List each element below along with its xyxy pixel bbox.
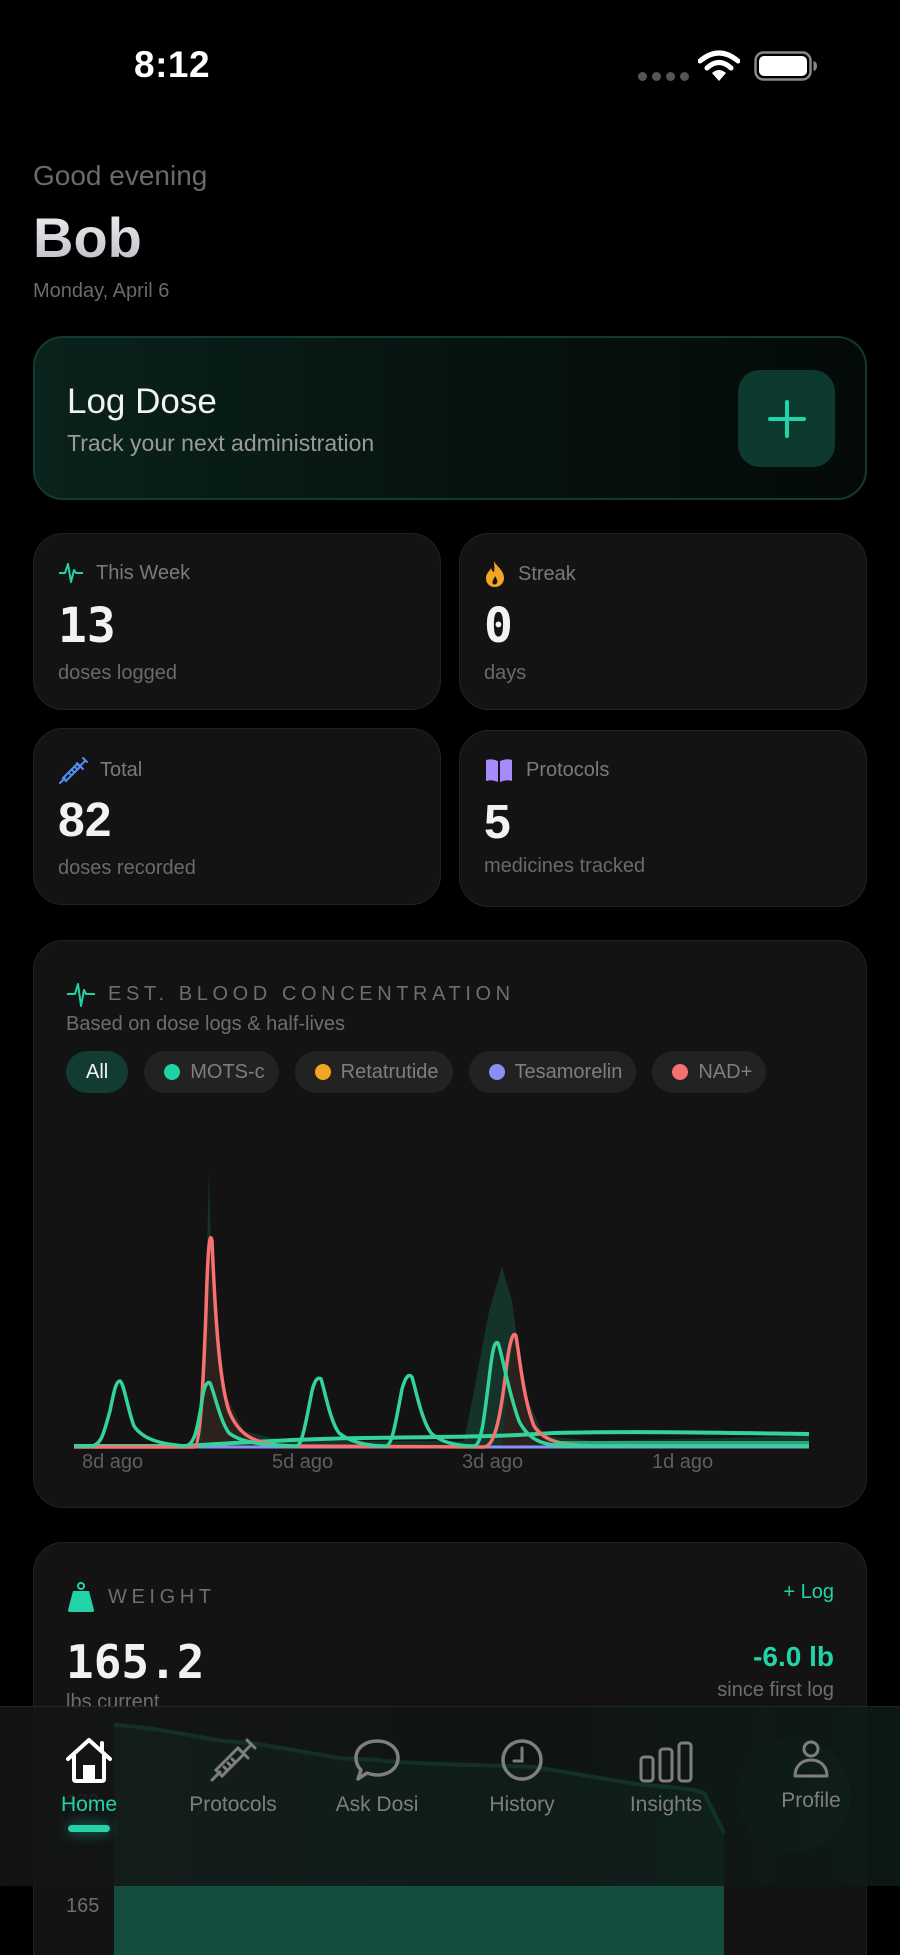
weight-title: WEIGHT	[108, 1585, 216, 1608]
active-tab-indicator	[68, 1825, 110, 1832]
chip-label: Tesamorelin	[514, 1060, 623, 1083]
legend-dot-icon	[164, 1064, 181, 1080]
nav-label: Home	[60, 1793, 118, 1816]
chip-mots-c[interactable]: MOTS-c	[144, 1051, 279, 1093]
chip-label: Retatrutide	[340, 1060, 439, 1083]
battery-icon	[754, 51, 817, 81]
nav-item-home[interactable]: Home	[19, 1731, 159, 1841]
stat-sub: days	[484, 662, 527, 684]
nav-label: Profile	[781, 1789, 841, 1812]
concentration-line-chart[interactable]	[34, 1091, 867, 1451]
chip-label: MOTS-c	[190, 1060, 265, 1083]
nav-item-history[interactable]: History	[452, 1731, 592, 1841]
nav-label: History	[489, 1793, 555, 1816]
syringe-icon	[59, 757, 88, 784]
date-text: Monday, April 6	[33, 280, 170, 302]
greeting-text: Good evening	[33, 160, 208, 191]
flame-icon	[486, 561, 504, 587]
chat-bubble-icon	[354, 1739, 400, 1781]
stat-value: 13	[58, 598, 116, 654]
legend-dot-icon	[672, 1064, 689, 1080]
pulse-icon	[59, 563, 83, 583]
stat-label: Protocols	[526, 758, 610, 781]
blood-concentration-card: EST. BLOOD CONCENTRATION Based on dose l…	[33, 940, 867, 1508]
stat-card-this-week[interactable]: This Week 13 doses logged	[33, 533, 441, 710]
wifi-icon	[698, 50, 740, 81]
weight-current-value: 165.2	[66, 1635, 205, 1689]
x-tick-label: 5d ago	[272, 1451, 334, 1473]
nav-label: Ask Dosi	[335, 1793, 419, 1816]
chart-x-axis: 8d ago 5d ago 3d ago 1d ago	[34, 1451, 866, 1481]
legend-dot-icon	[488, 1064, 505, 1080]
stat-value: 5	[484, 796, 511, 849]
stat-card-streak[interactable]: Streak 0 days	[459, 533, 867, 710]
x-tick-label: 3d ago	[462, 1451, 524, 1473]
weight-delta-label: since first log	[717, 1679, 834, 1701]
chip-retatrutide[interactable]: Retatrutide	[294, 1051, 453, 1093]
chip-label: All	[86, 1060, 109, 1083]
chip-all[interactable]: All	[66, 1051, 129, 1093]
stat-label: Total	[100, 758, 143, 781]
home-icon	[66, 1738, 112, 1783]
syringe-icon	[210, 1738, 257, 1782]
stat-value: 0	[484, 598, 513, 654]
stat-sub: doses logged	[58, 662, 177, 684]
book-icon	[486, 759, 512, 782]
stat-card-protocols[interactable]: Protocols 5 medicines tracked	[459, 730, 867, 907]
user-name: Bob	[33, 206, 142, 269]
y-tick-label: 165	[66, 1895, 100, 1917]
clock-icon	[501, 1739, 543, 1781]
medicine-filter-chips: All MOTS-c Retatrutide Tesamorelin NAD+	[66, 1051, 836, 1093]
x-tick-label: 1d ago	[652, 1451, 714, 1473]
log-dose-add-button[interactable]	[738, 370, 835, 467]
log-dose-card[interactable]: Log Dose Track your next administration	[33, 336, 867, 500]
nav-item-ask-dosi[interactable]: Ask Dosi	[307, 1731, 447, 1841]
nav-item-insights[interactable]: Insights	[596, 1731, 736, 1841]
chip-nad-plus[interactable]: NAD+	[652, 1051, 767, 1093]
weight-delta: -6.0 lb	[753, 1641, 834, 1672]
person-icon	[793, 1740, 829, 1778]
log-dose-title: Log Dose	[67, 382, 217, 421]
stat-label: This Week	[96, 561, 191, 584]
legend-dot-icon	[314, 1064, 331, 1080]
plus-icon	[767, 399, 806, 438]
nav-item-protocols[interactable]: Protocols	[163, 1731, 303, 1841]
stat-value: 82	[58, 794, 112, 847]
chart-subtitle: Based on dose logs & half-lives	[66, 1013, 346, 1035]
nav-label: Protocols	[189, 1793, 277, 1816]
weight-icon	[68, 1582, 94, 1612]
stat-sub: doses recorded	[58, 857, 196, 879]
nav-label: Insights	[629, 1793, 703, 1816]
log-dose-subtitle: Track your next administration	[67, 430, 375, 456]
nav-item-profile[interactable]: Profile	[741, 1727, 881, 1837]
stat-label: Streak	[518, 562, 576, 585]
bar-chart-icon	[639, 1741, 693, 1783]
status-bar: 8:12	[0, 0, 900, 120]
x-tick-label: 8d ago	[82, 1451, 144, 1473]
chip-label: NAD+	[698, 1060, 753, 1083]
stat-card-total[interactable]: Total 82 doses recorded	[33, 728, 441, 905]
stat-sub: medicines tracked	[484, 855, 646, 877]
status-time: 8:12	[134, 44, 211, 85]
signal-dots-icon	[638, 72, 689, 81]
pulse-icon	[67, 983, 95, 1007]
log-weight-button[interactable]: + Log	[783, 1581, 834, 1603]
bottom-nav-bar: Home Protocols Ask Dosi	[0, 1706, 900, 1886]
chart-title: EST. BLOOD CONCENTRATION	[108, 982, 515, 1005]
chip-tesamorelin[interactable]: Tesamorelin	[468, 1051, 637, 1093]
